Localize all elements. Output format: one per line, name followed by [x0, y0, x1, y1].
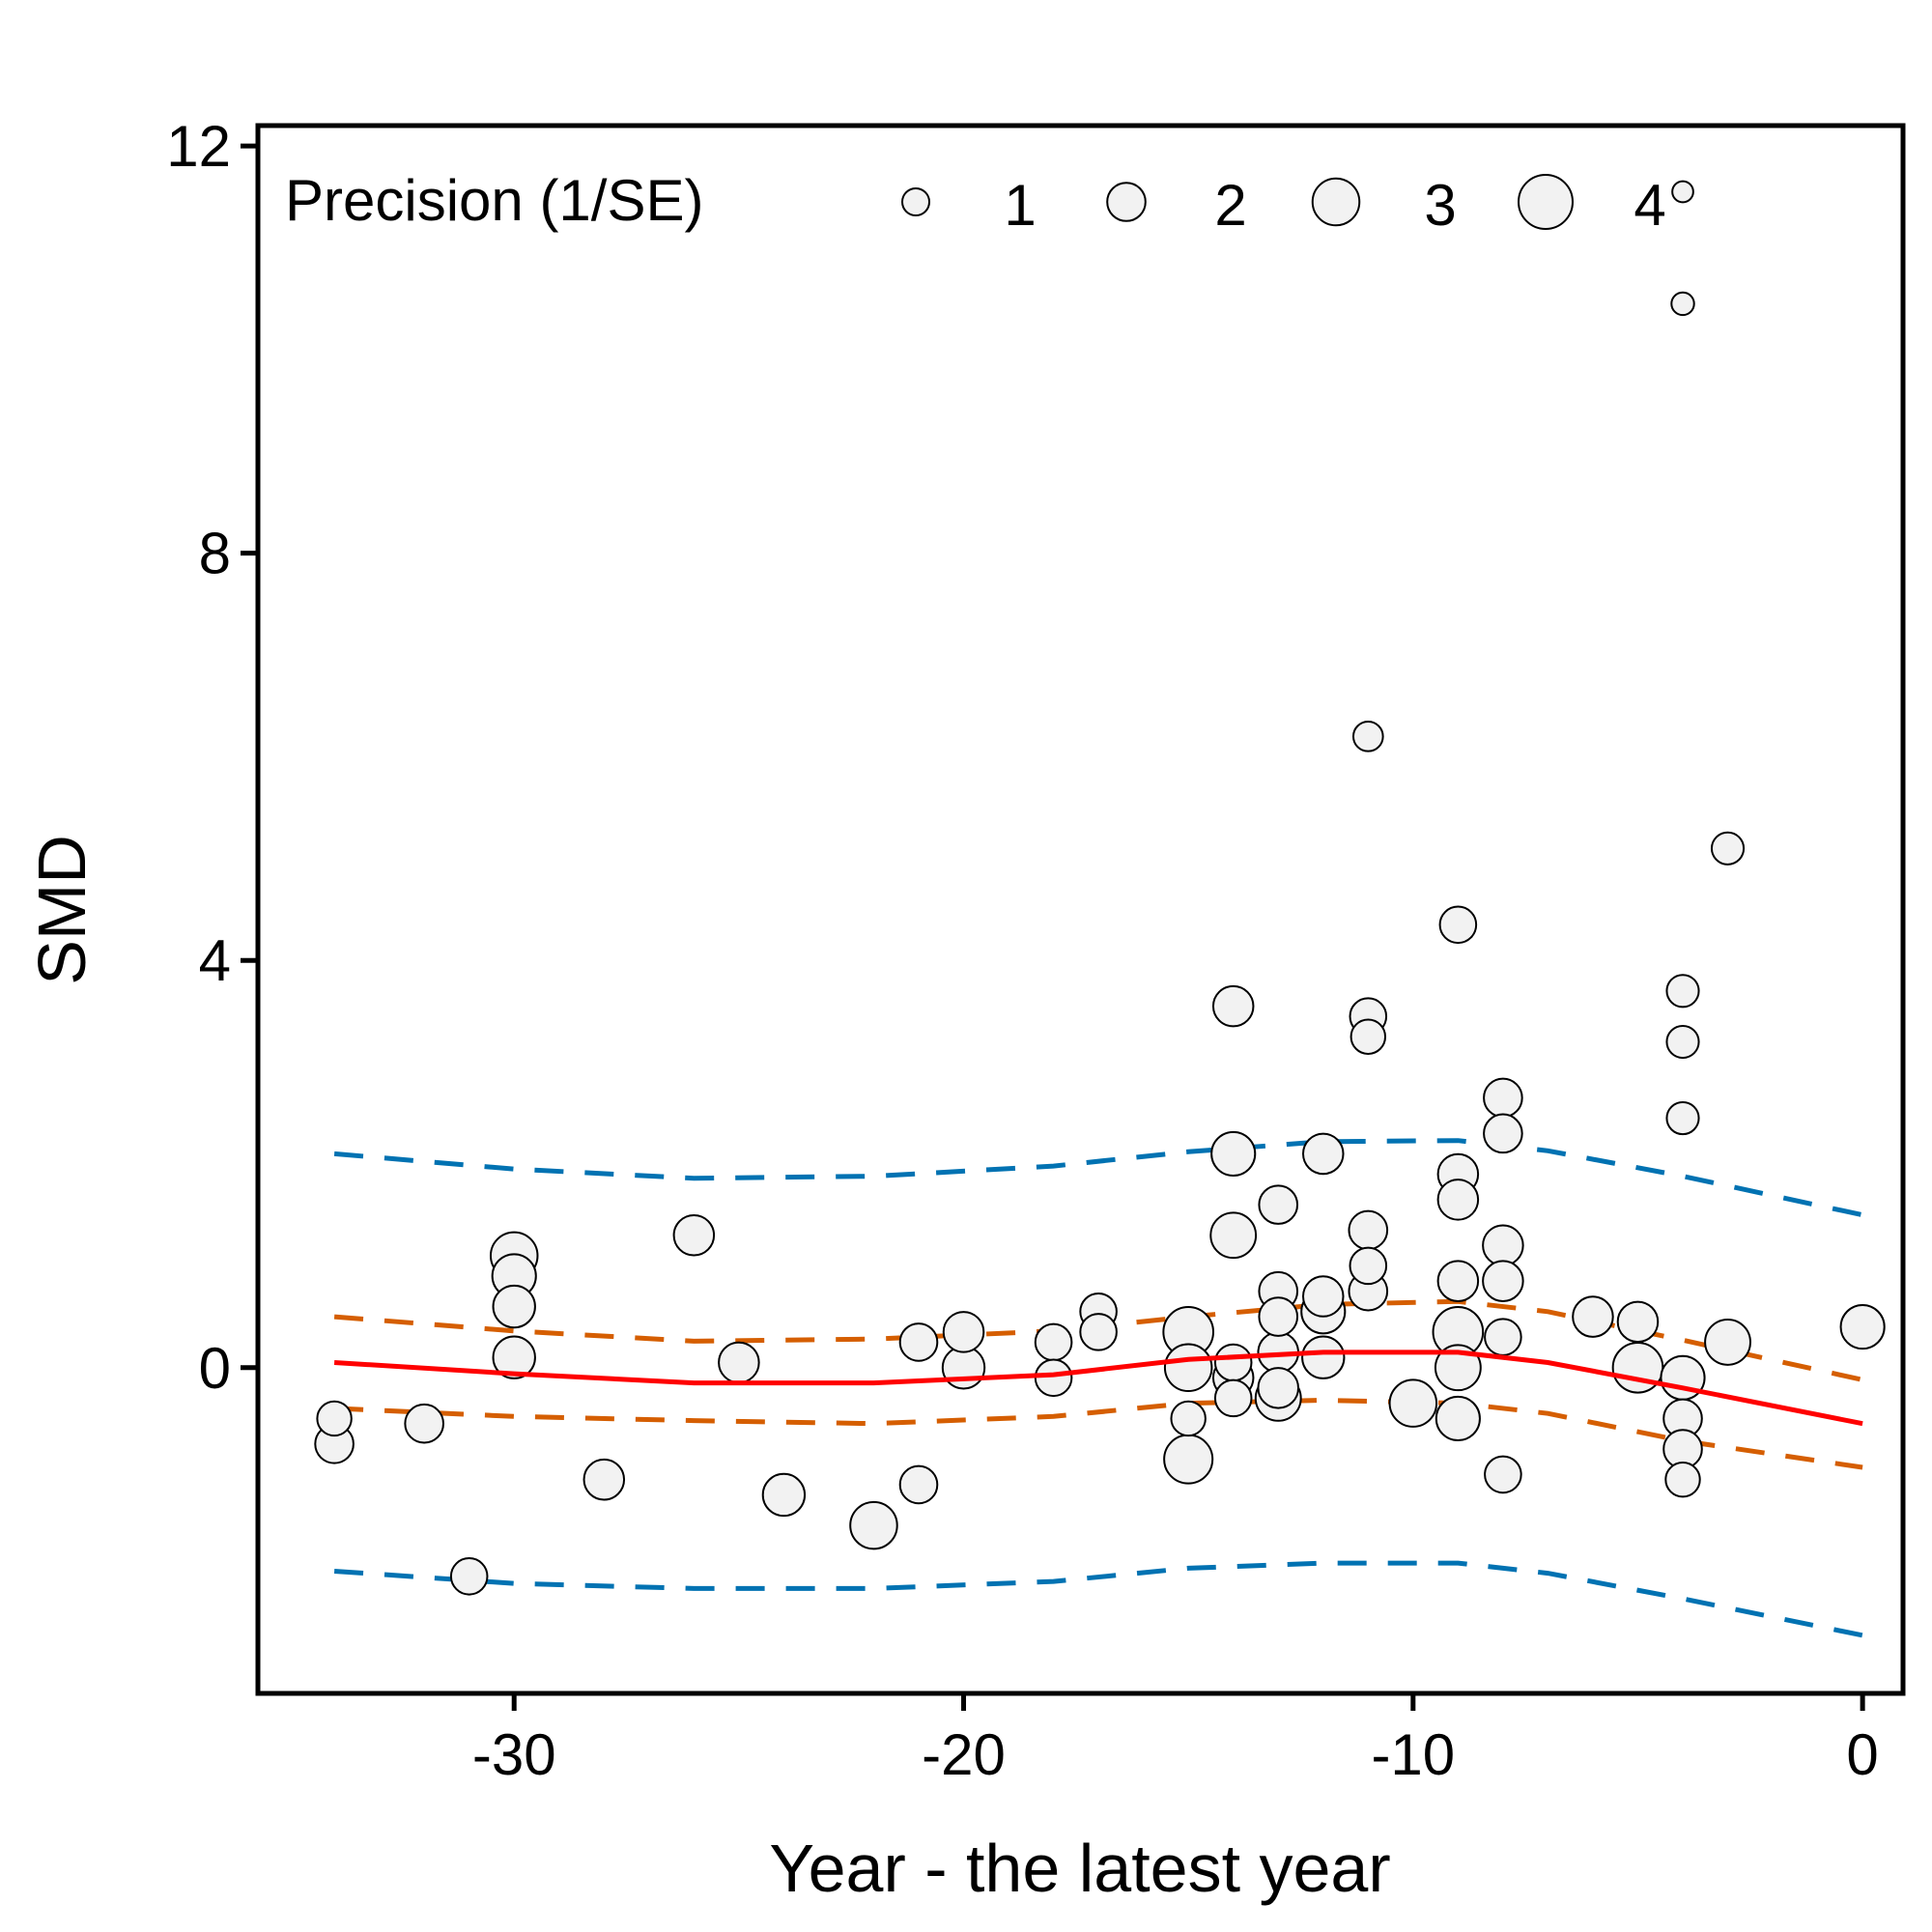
prediction-band-upper	[333, 1138, 1863, 1218]
data-point	[1664, 1461, 1701, 1498]
data-point	[1665, 1024, 1700, 1060]
data-point	[1034, 1322, 1073, 1362]
data-point	[1438, 905, 1478, 945]
data-point	[942, 1311, 985, 1353]
data-point	[898, 1322, 939, 1362]
x-tick-label: -30	[472, 1722, 556, 1787]
legend-key-circle	[1518, 174, 1574, 230]
points-layer	[314, 180, 1886, 1596]
data-point	[1704, 1318, 1751, 1366]
data-point	[1434, 1344, 1482, 1392]
x-tick-label: 0	[1846, 1722, 1878, 1787]
data-point	[1163, 1343, 1213, 1393]
data-point	[718, 1341, 760, 1384]
data-point	[1213, 1378, 1253, 1418]
y-tick-label: 0	[199, 1336, 231, 1401]
x-axis: -30 -20 -10 0	[472, 1693, 1879, 1787]
data-point	[316, 1400, 353, 1437]
data-point	[1034, 1358, 1073, 1398]
plot-frame	[255, 123, 1906, 1696]
data-point	[1351, 721, 1384, 753]
data-point	[1258, 1296, 1299, 1337]
data-point	[1163, 1434, 1214, 1485]
legend-entry-label: 4	[1634, 173, 1665, 238]
data-point	[849, 1500, 898, 1550]
data-point	[1436, 1179, 1480, 1221]
data-point	[1213, 1343, 1253, 1382]
data-point	[1257, 1367, 1299, 1409]
legend-key-circle	[1311, 177, 1361, 227]
data-point	[1301, 1275, 1345, 1318]
data-point	[1484, 1455, 1522, 1494]
data-point	[1211, 984, 1255, 1028]
data-point	[1483, 1077, 1523, 1119]
data-point	[492, 1284, 536, 1329]
data-point	[1839, 1304, 1886, 1350]
data-point	[1210, 1130, 1257, 1178]
data-point	[492, 1335, 536, 1379]
legend-key-circle	[1106, 182, 1147, 222]
x-axis-title: Year - the latest year	[769, 1831, 1390, 1906]
y-axis-title: SMD	[24, 835, 99, 985]
legend-entry-label: 3	[1424, 173, 1456, 238]
y-tick-label: 4	[199, 928, 231, 993]
data-point	[1482, 1260, 1524, 1302]
fit-line	[333, 1350, 1863, 1427]
data-point	[1710, 831, 1746, 866]
data-point	[1671, 180, 1694, 204]
data-point	[1349, 1246, 1388, 1286]
legend-entry-label: 2	[1214, 173, 1246, 238]
data-point	[1388, 1378, 1438, 1428]
data-point	[1483, 1113, 1523, 1154]
y-tick-label: 12	[166, 114, 231, 179]
data-point	[1665, 974, 1700, 1009]
confidence-band-lower	[333, 1397, 1863, 1470]
data-point	[672, 1213, 716, 1257]
data-point	[1665, 1100, 1700, 1136]
data-point	[1350, 1018, 1387, 1055]
data-point	[1301, 1132, 1345, 1176]
y-tick-label: 8	[199, 522, 231, 586]
legend-entry-label: 1	[1004, 173, 1036, 238]
data-point	[1436, 1260, 1480, 1302]
data-point	[1348, 1209, 1389, 1251]
data-point	[404, 1403, 444, 1444]
data-point	[1482, 1224, 1524, 1267]
data-point	[1484, 1318, 1522, 1356]
data-point	[1572, 1295, 1614, 1338]
legend-title: Precision (1/SE)	[285, 168, 703, 233]
legend-key-circle	[901, 187, 930, 216]
data-point	[1258, 1184, 1299, 1225]
x-tick-label: -20	[922, 1722, 1006, 1787]
data-point	[449, 1557, 489, 1596]
data-point	[761, 1472, 807, 1518]
legend: Precision (1/SE) 1 2 3 4	[285, 168, 1666, 238]
data-point	[582, 1458, 626, 1501]
data-point	[898, 1464, 939, 1505]
fit-layer	[333, 1350, 1863, 1427]
x-tick-label: -10	[1371, 1722, 1455, 1787]
data-point	[1301, 1335, 1346, 1379]
prediction-band-lower	[333, 1560, 1863, 1638]
y-axis: 0 4 8 12	[166, 114, 258, 1401]
data-point	[1435, 1395, 1481, 1442]
data-point	[1616, 1300, 1660, 1344]
data-point	[1079, 1313, 1118, 1351]
data-point	[1170, 1400, 1207, 1437]
data-point	[1209, 1211, 1258, 1260]
data-point	[1670, 291, 1695, 317]
